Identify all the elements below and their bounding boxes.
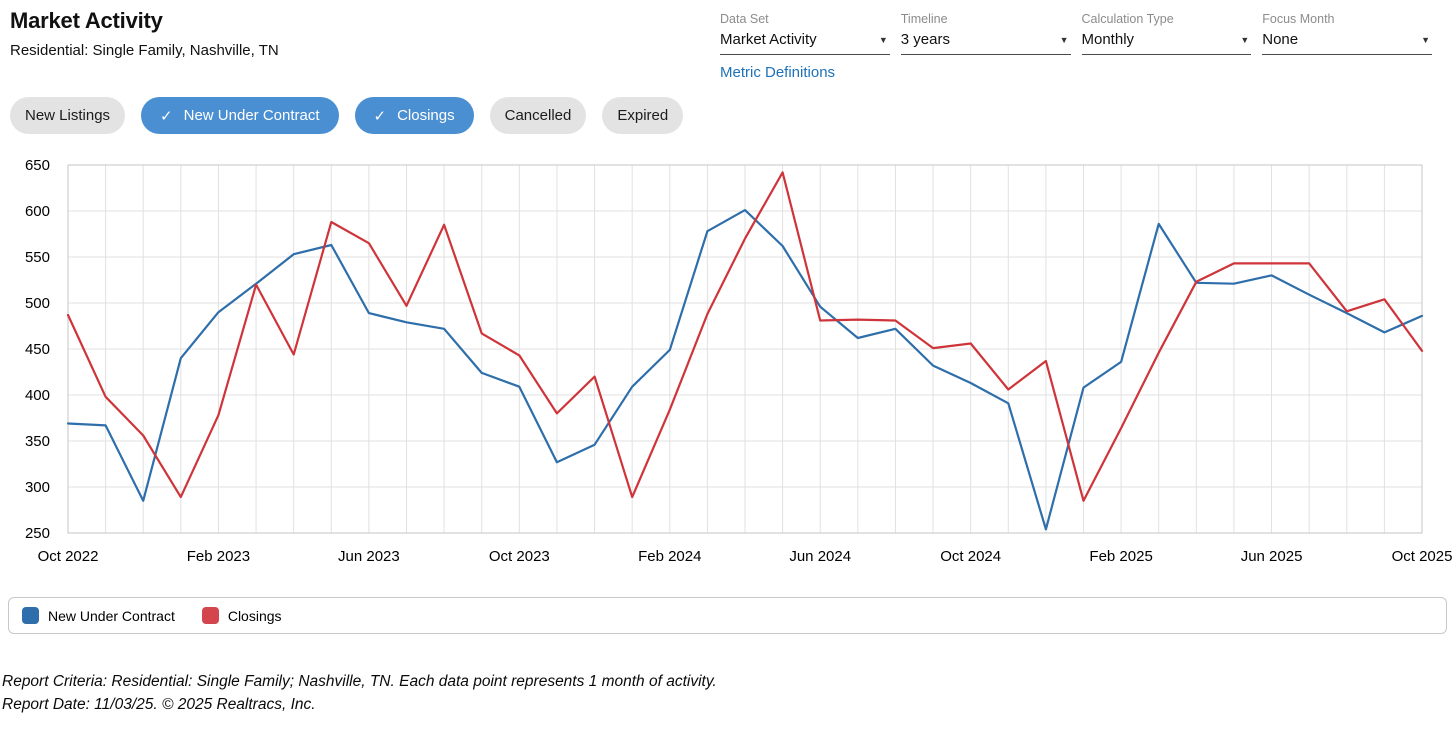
timeline-label: Timeline — [900, 12, 948, 26]
filter-label: Cancelled — [504, 107, 572, 124]
x-axis-tick-label: Feb 2025 — [1089, 548, 1152, 565]
x-axis-tick-label: Jun 2025 — [1241, 548, 1303, 565]
filter-label: New Under Contract — [183, 107, 320, 124]
calculation-type-label: Calculation Type — [1081, 12, 1174, 26]
x-axis-tick-label: Oct 2024 — [940, 548, 1001, 565]
timeline-value: 3 years — [900, 31, 950, 48]
y-axis-tick-label: 650 — [25, 157, 50, 174]
x-axis-tick-label: Feb 2024 — [638, 548, 701, 565]
data-set-value: Market Activity — [720, 31, 817, 48]
series-line-closings — [66, 171, 1424, 502]
chevron-down-icon: ▼ — [1059, 34, 1069, 45]
report-footer: Report Criteria: Residential: Single Fam… — [2, 671, 717, 716]
chevron-down-icon: ▼ — [1421, 34, 1430, 45]
x-axis-tick-label: Oct 2023 — [489, 548, 550, 565]
data-set-label: Data Set — [720, 12, 769, 26]
focus-month-label: Focus Month — [1262, 12, 1335, 26]
calculation-type-dropdown[interactable]: Calculation Type Monthly ▼ — [1081, 12, 1252, 55]
page-title: Market Activity — [10, 8, 163, 33]
check-icon: ✓ — [160, 107, 173, 125]
x-axis-tick-label: Oct 2025 — [1392, 548, 1453, 565]
metric-definitions-link[interactable]: Metric Definitions — [720, 64, 836, 81]
report-date-text: Report Date: 11/03/25. © 2025 Realtracs,… — [2, 695, 316, 713]
filter-cancelled-button[interactable]: Cancelled — [489, 97, 587, 134]
chart-legend: New Under Contract Closings — [8, 597, 1447, 634]
filter-new-listings-button[interactable]: New Listings — [10, 97, 126, 134]
x-axis-tick-label: Jun 2023 — [338, 548, 400, 565]
check-icon: ✓ — [373, 107, 387, 125]
legend-label: Closings — [227, 607, 282, 624]
focus-month-value: None — [1262, 31, 1299, 48]
chart-controls: Data Set Market Activity ▼ Timeline 3 ye… — [720, 12, 1432, 82]
legend-item-new-under-contract: New Under Contract — [22, 607, 175, 624]
report-criteria-text: Report Criteria: Residential: Single Fam… — [2, 673, 717, 690]
y-axis-tick-label: 400 — [25, 387, 50, 404]
filter-label: New Listings — [25, 107, 111, 124]
legend-swatch-red — [201, 607, 219, 624]
filter-expired-button[interactable]: Expired — [602, 97, 684, 134]
y-axis-tick-label: 250 — [25, 525, 50, 542]
filter-closings-button[interactable]: ✓ Closings — [354, 97, 474, 134]
y-axis-tick-label: 300 — [25, 479, 50, 496]
y-axis-tick-label: 550 — [25, 249, 50, 266]
filter-label: Expired — [617, 107, 669, 124]
y-axis-tick-label: 450 — [25, 341, 50, 358]
legend-label: New Under Contract — [48, 607, 175, 624]
legend-swatch-blue — [22, 607, 39, 624]
x-axis-tick-label: Feb 2023 — [187, 548, 250, 565]
x-axis-tick-label: Oct 2022 — [38, 548, 99, 565]
filter-label: Closings — [397, 107, 455, 124]
data-set-dropdown[interactable]: Data Set Market Activity ▼ — [720, 12, 890, 55]
chevron-down-icon: ▼ — [1240, 34, 1250, 45]
timeline-dropdown[interactable]: Timeline 3 years ▼ — [900, 12, 1071, 55]
filter-new-under-contract-button[interactable]: ✓ New Under Contract — [141, 97, 339, 134]
x-axis-tick-label: Jun 2024 — [789, 548, 851, 565]
chevron-down-icon: ▼ — [878, 34, 888, 45]
y-axis-tick-label: 350 — [25, 433, 50, 450]
y-axis-tick-label: 600 — [25, 203, 50, 220]
calculation-type-value: Monthly — [1081, 31, 1135, 48]
legend-item-closings: Closings — [201, 607, 282, 624]
page-subtitle: Residential: Single Family, Nashville, T… — [10, 42, 279, 59]
market-activity-line-chart: 250 300 350 400 450 500 550 600 650 Oct 2022 Feb 2… — [25, 157, 1453, 565]
focus-month-dropdown[interactable]: Focus Month None ▼ — [1262, 12, 1432, 55]
series-filter-bar: New Listings ✓ New Under Contract ✓ Clos… — [10, 97, 684, 134]
y-axis-tick-label: 500 — [25, 295, 50, 312]
